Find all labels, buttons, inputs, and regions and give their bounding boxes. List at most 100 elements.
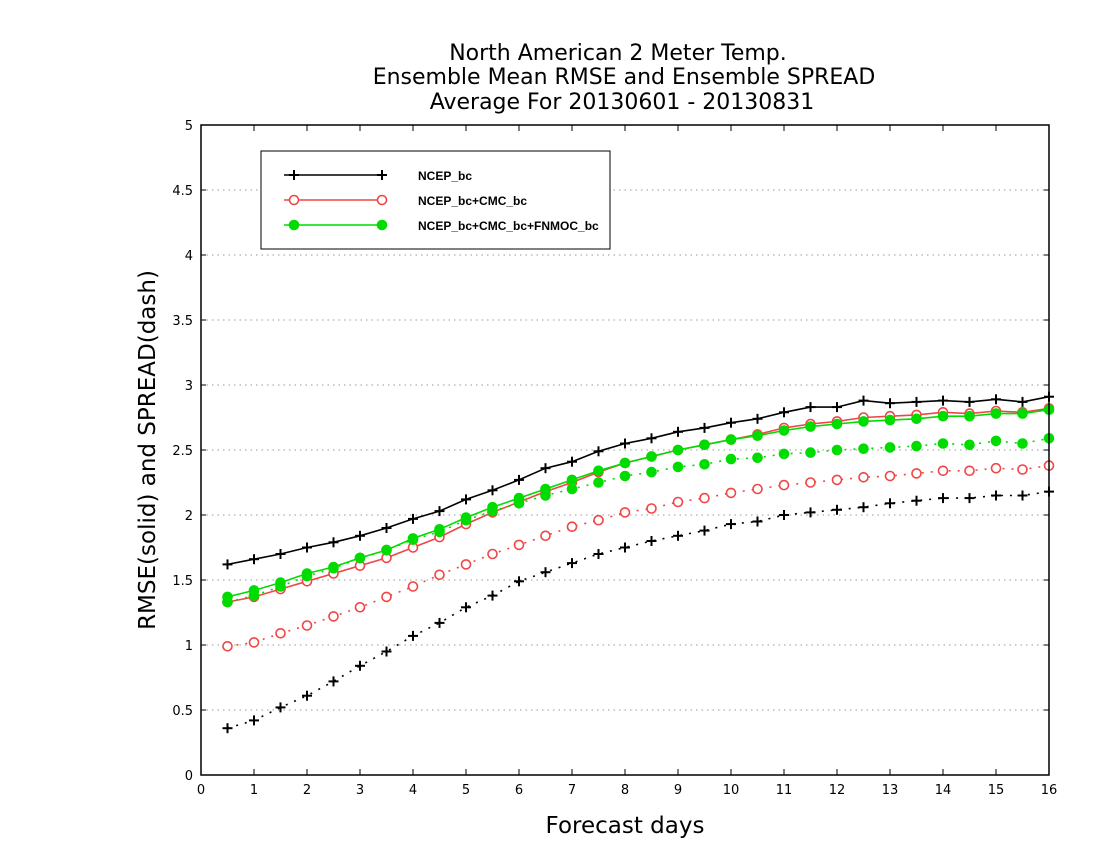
x-tick-label: 9 — [674, 783, 682, 798]
x-tick-label: 11 — [776, 783, 793, 798]
series-0-spread-point — [355, 660, 365, 671]
series-0-rmse-point — [1017, 396, 1028, 407]
y-tick-label: 4.5 — [172, 184, 193, 199]
x-tick-label: 5 — [462, 783, 470, 798]
series-1-spread-point — [275, 627, 286, 639]
series-0-spread-point — [302, 690, 312, 701]
series-0-rmse-point — [858, 395, 869, 406]
series-0-rmse-point — [991, 394, 1001, 405]
series-1-spread-point — [248, 637, 260, 648]
series-0-spread-point — [540, 567, 551, 578]
series-1-spread-point — [937, 465, 949, 477]
series-1-spread-line — [227, 464, 1050, 648]
series-2-spread-point — [884, 442, 896, 453]
series-0-rmse-point — [646, 433, 657, 444]
series-1-spread-point — [540, 530, 551, 542]
series-2-rmse-point — [593, 465, 604, 477]
series-0-rmse-point — [885, 398, 895, 409]
series-2-rmse-point — [911, 413, 922, 425]
series-2-rmse-point — [434, 524, 445, 535]
series-2 — [222, 404, 1055, 608]
series-0-rmse-point — [434, 506, 445, 517]
legend-marker-end-0 — [377, 170, 387, 180]
series-0-rmse-point — [752, 413, 763, 424]
series-0-spread-point — [620, 542, 630, 553]
series-2-rmse-point — [328, 561, 339, 573]
series-0-rmse-point — [779, 407, 789, 418]
series-2-rmse-point — [460, 512, 472, 523]
y-tick-label: 0.5 — [172, 704, 193, 719]
legend: NCEP_bc NCEP_bc+CMC_bc NCEP_bc+CMC_bc+FNMO… — [260, 150, 611, 250]
series-2-rmse-point — [513, 492, 525, 504]
legend-marker-end-2 — [376, 219, 388, 231]
y-tick-label: 5 — [185, 119, 193, 134]
legend-label-1: NCEP_bc+CMC_bc — [418, 194, 527, 208]
series-1-spread-point — [301, 620, 313, 631]
series-2-rmse-point — [699, 439, 710, 451]
series-2-spread-point — [805, 447, 816, 458]
series-0-rmse-point — [381, 523, 392, 533]
series-0-spread-point — [249, 715, 259, 726]
series-0-rmse-point — [699, 422, 710, 433]
x-tick-label: 0 — [197, 783, 205, 798]
series-0-spread-point — [885, 498, 895, 509]
series-2-rmse-point — [778, 425, 790, 436]
series-1-spread-point — [222, 640, 233, 652]
x-tick-label: 1 — [250, 783, 258, 798]
axis-layer: 00.511.522.533.544.550 1 2 3 4 5 6 7 8 9 10 11 12 13 1… — [172, 119, 1057, 798]
series-1-spread-point — [752, 483, 763, 495]
y-tick-label: 4 — [185, 249, 193, 264]
legend-marker-start-0 — [289, 170, 299, 180]
series-2-rmse-point — [990, 408, 1002, 419]
y-tick-label: 1.5 — [172, 574, 193, 589]
series-0-rmse-point — [620, 438, 630, 449]
series-0 — [222, 391, 1054, 734]
series-1-spread-point — [699, 492, 710, 504]
series-2-rmse-point — [566, 474, 578, 486]
y-axis-title: RMSE(solid) and SPREAD(dash) — [135, 270, 161, 630]
series-0-rmse-point — [249, 554, 259, 565]
legend-entries: NCEP_bc NCEP_bc+CMC_bc NCEP_bc+CMC_bc+FNMO… — [284, 169, 599, 233]
series-0-spread-point — [805, 507, 816, 518]
series-2-spread-point — [566, 483, 578, 495]
series-0-spread-point — [593, 549, 604, 559]
series-0-rmse-point — [673, 426, 683, 437]
series-0-rmse-point — [302, 542, 312, 553]
series-0-spread-point — [779, 510, 789, 520]
series-1-spread-point — [434, 569, 445, 581]
x-tick-label: 10 — [723, 783, 740, 798]
series-0-rmse-point — [328, 537, 339, 548]
series-2-rmse-point — [964, 410, 975, 422]
series-0-rmse-point — [408, 513, 418, 524]
series-2-spread-point — [858, 443, 869, 455]
series-2-rmse-point — [540, 483, 551, 495]
series-2-rmse-point — [884, 414, 896, 426]
series-0-spread-point — [408, 630, 418, 641]
series-0-spread-point — [487, 590, 498, 601]
series-1-spread-point — [672, 496, 684, 508]
series-1-spread-point — [328, 611, 339, 622]
series-2-rmse-point — [487, 501, 498, 513]
legend-marker-end-1 — [376, 194, 388, 206]
series-0-spread-point — [514, 576, 524, 587]
series-1-spread-point — [911, 468, 922, 479]
series-2-rmse-point — [858, 416, 869, 427]
series-2-rmse-point — [725, 434, 737, 445]
series-0-spread-point — [858, 502, 869, 513]
series-1-spread-point — [858, 471, 869, 483]
series-2-spread-point — [911, 440, 922, 452]
series-0-rmse-point — [540, 463, 551, 474]
chart-title-line-3: Average For 20130601 - 20130831 — [430, 90, 815, 115]
series-2-rmse-point — [805, 421, 816, 432]
x-tick-label: 6 — [515, 783, 523, 798]
series-2-rmse-point — [275, 577, 286, 588]
series-0-spread-point — [673, 530, 683, 541]
series-1-spread-point — [619, 507, 631, 518]
series-2-rmse-point — [672, 444, 684, 456]
series-1-spread-point — [407, 581, 419, 592]
series-0-rmse-point — [487, 485, 498, 496]
y-tick-label: 2 — [185, 509, 193, 524]
x-tick-label: 4 — [409, 783, 417, 798]
series-2-rmse-point — [222, 591, 233, 603]
